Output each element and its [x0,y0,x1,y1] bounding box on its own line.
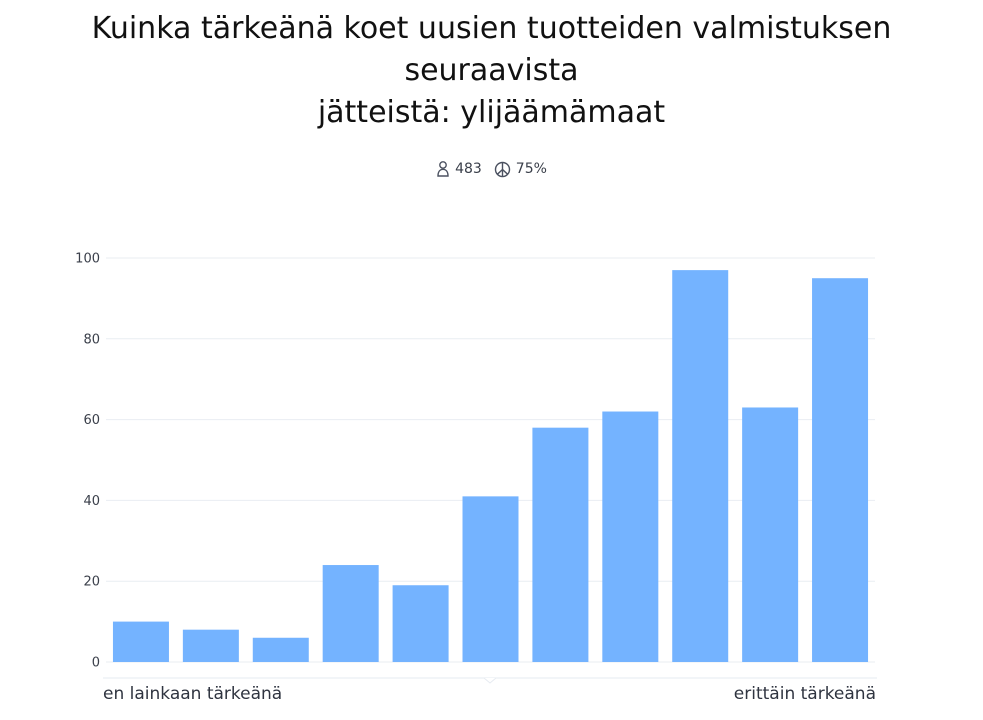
y-tick-label: 80 [83,332,100,347]
bar-11[interactable] [812,278,869,662]
response-stats: 483 75% [0,160,983,178]
respondent-count: 483 [455,161,482,177]
x-axis-end-label: erittäin tärkeänä [734,684,876,704]
y-tick-label: 60 [83,413,100,428]
peace-icon [494,161,511,178]
bar-5[interactable] [392,585,449,662]
response-rate: 75% [515,161,547,177]
bar-6[interactable] [462,496,519,662]
bar-1[interactable] [112,621,169,662]
respondent-count-stat: 483 [436,160,482,178]
chart-bars [112,270,869,662]
bar-2[interactable] [182,629,239,662]
bar-8[interactable] [602,411,659,662]
y-tick-label: 40 [83,494,100,509]
bar-3[interactable] [252,637,309,662]
response-rate-stat: 75% [494,161,547,178]
y-tick-label: 20 [83,575,100,590]
bar-9[interactable] [672,270,729,662]
y-tick-label: 0 [92,656,100,671]
chart-axes: en lainkaan tärkeänä erittäin tärkeänä [103,677,877,704]
chart-title: Kuinka tärkeänä koet uusien tuotteiden v… [0,8,983,134]
x-axis-marker [483,677,497,684]
bar-7[interactable] [532,427,589,662]
person-icon [436,160,450,178]
x-axis-start-label: en lainkaan tärkeänä [103,684,282,704]
chart-title-line-1: Kuinka tärkeänä koet uusien tuotteiden v… [91,11,892,88]
chart-title-line-2: jätteistä: ylijäämämaat [317,95,666,130]
bar-4[interactable] [322,565,379,662]
y-tick-label: 100 [75,252,100,267]
bar-10[interactable] [742,407,799,662]
